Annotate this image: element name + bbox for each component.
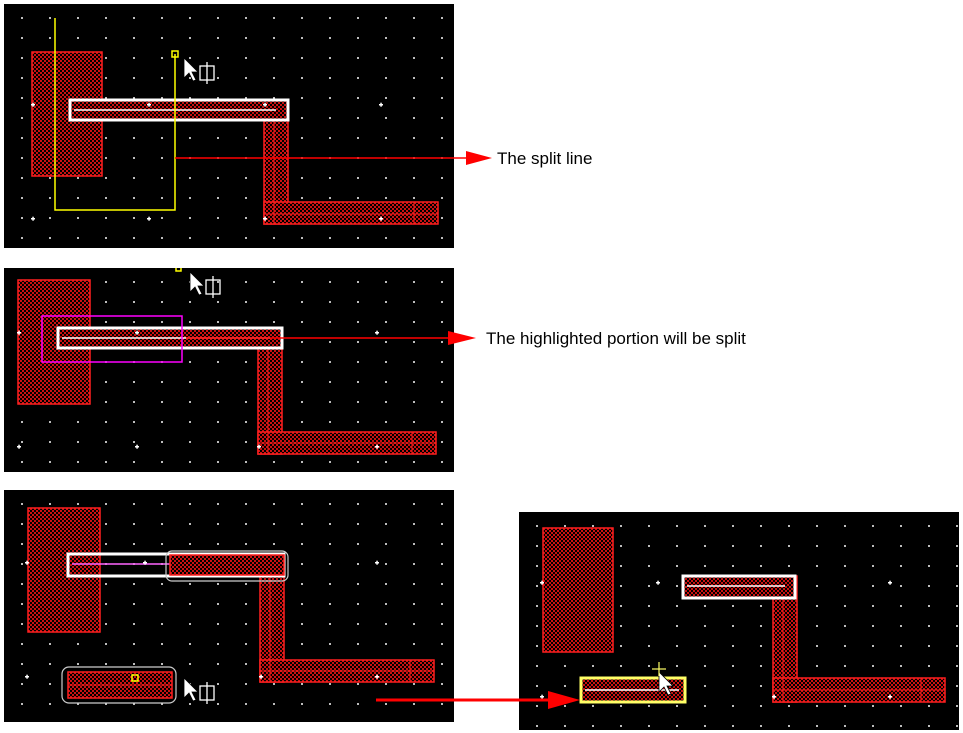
pointer-move-icon [652,662,674,696]
panel-4-layout [540,527,946,704]
panel-1-layout [31,18,439,225]
arrow-highlighted [186,331,476,345]
arrow-split-line [175,151,492,165]
horizontal-wire-top [681,574,797,600]
canvas-panel-2[interactable] [4,268,454,472]
panel-2-layout [17,268,437,455]
canvas-panel-3[interactable] [4,490,454,722]
moved-piece-selection [61,666,177,704]
arrow-to-result [376,691,580,709]
pointer-split-icon [189,271,221,298]
split-line-handle [175,268,182,272]
horizontal-wire-bottom [263,201,439,225]
split-piece-selection [165,550,289,582]
split-line [54,18,176,211]
canvas-panel-1[interactable] [4,4,454,248]
contact-block [542,527,614,653]
pointer-split-icon [183,57,215,84]
caption-highlighted-portion: The highlighted portion will be split [486,329,746,348]
move-handle [131,674,139,682]
highlight-box [41,315,183,363]
split-piece-original [169,554,285,576]
canvas-panel-4[interactable] [519,512,959,730]
split-line-handle [171,50,179,58]
pointer-split-icon [183,677,215,704]
panel-3-layout [25,507,435,704]
contact-block [27,507,101,633]
caption-split-line: The split line [497,149,593,168]
